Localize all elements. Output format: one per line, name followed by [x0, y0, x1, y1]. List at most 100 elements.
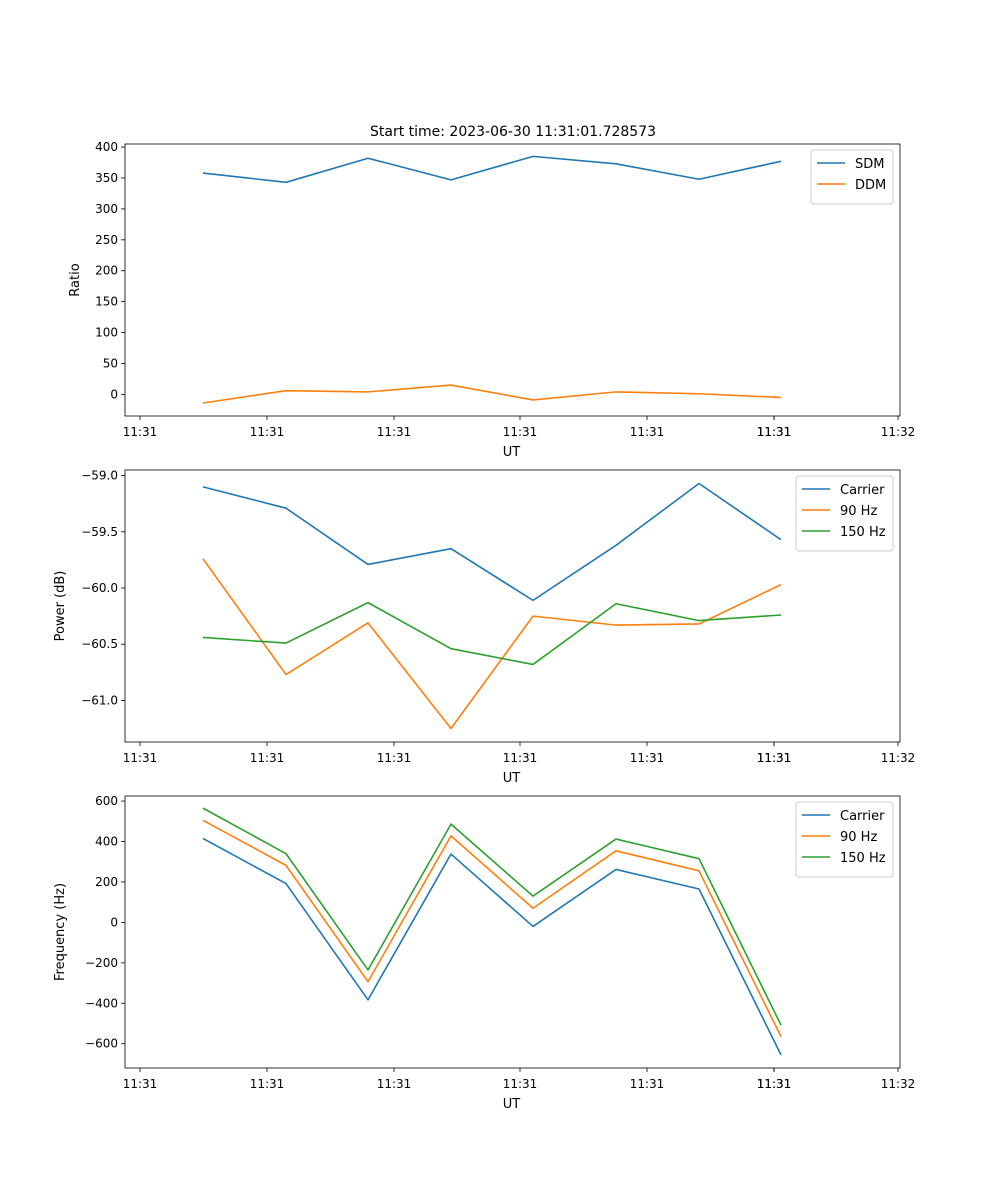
- data-point: [202, 636, 204, 638]
- legend-label: DDM: [855, 178, 886, 193]
- data-point: [780, 583, 782, 585]
- data-point: [780, 614, 782, 616]
- data-point: [285, 673, 287, 675]
- data-point: [698, 393, 700, 395]
- data-point: [532, 599, 534, 601]
- x-tick-label: 11:32: [881, 425, 916, 439]
- figure-title: Start time: 2023-06-30 11:31:01.728573: [370, 124, 656, 140]
- legend-label: 90 Hz: [840, 504, 877, 519]
- y-tick-label: −400: [85, 996, 118, 1010]
- x-tick-label: 11:31: [757, 1077, 792, 1091]
- x-tick-label: 11:31: [250, 425, 285, 439]
- x-tick-label: 11:31: [377, 751, 412, 765]
- data-point: [615, 391, 617, 393]
- x-tick-label: 11:31: [757, 751, 792, 765]
- legend-label: SDM: [855, 157, 884, 172]
- y-tick-label: −60.0: [81, 581, 118, 595]
- plots-container: 11:31 11:31 11:31 11:31 11:31 11:31 11:31 11:32…: [53, 140, 915, 1112]
- data-point: [367, 563, 369, 565]
- x-tick-label: 11:31: [630, 751, 665, 765]
- data-point: [450, 853, 452, 855]
- data-point: [202, 558, 204, 560]
- x-tick-label: 11:31: [250, 751, 285, 765]
- data-point: [450, 835, 452, 837]
- data-point: [698, 857, 700, 859]
- x-tick-label: 11:31: [377, 425, 412, 439]
- y-tick-label: 400: [95, 835, 118, 849]
- data-point: [698, 619, 700, 621]
- data-point: [202, 172, 204, 174]
- data-point: [285, 852, 287, 854]
- series-line-carrier: [202, 482, 782, 602]
- y-tick-label: 0: [110, 387, 118, 401]
- axes-frame: [124, 143, 901, 417]
- data-point: [615, 850, 617, 852]
- data-point: [532, 155, 534, 157]
- data-point: [202, 819, 204, 821]
- x-tick-label: 11:31: [377, 1077, 412, 1091]
- y-tick-label: 400: [95, 140, 118, 154]
- x-tick-label: 11:31: [757, 1077, 792, 1091]
- data-point: [615, 624, 617, 626]
- data-point: [285, 642, 287, 644]
- legend-label: 90 Hz: [840, 830, 877, 845]
- data-point: [532, 399, 534, 401]
- y-tick-label: −59.0: [81, 469, 118, 483]
- x-tick-label: 11:31: [123, 751, 158, 765]
- y-tick-label: 350: [95, 171, 118, 185]
- y-tick-label: 50: [103, 356, 118, 370]
- series-line-ddm: [202, 384, 782, 404]
- y-tick-label: 250: [95, 233, 118, 247]
- y-tick-label: 300: [95, 202, 118, 216]
- x-axis-label: UT: [503, 445, 521, 460]
- y-axis-label: Ratio: [68, 263, 83, 296]
- y-tick-label: 600: [95, 794, 118, 808]
- data-point: [532, 615, 534, 617]
- x-tick-label: 11:31: [503, 1077, 538, 1091]
- y-tick-label: −59.5: [81, 525, 118, 539]
- data-point: [615, 544, 617, 546]
- series-line-90-hz: [202, 819, 782, 1038]
- data-point: [450, 648, 452, 650]
- y-tick-label: 100: [95, 326, 118, 340]
- data-point: [202, 402, 204, 404]
- data-point: [202, 486, 204, 488]
- axes-frame: [124, 469, 901, 743]
- data-point: [780, 1035, 782, 1037]
- y-axis-label: Frequency (Hz): [53, 883, 68, 981]
- x-axis-label: UT: [503, 1097, 521, 1112]
- data-point: [780, 1054, 782, 1056]
- data-point: [615, 603, 617, 605]
- series-line-sdm: [202, 155, 782, 184]
- legend-box: [795, 475, 894, 552]
- data-point: [698, 482, 700, 484]
- data-point: [780, 538, 782, 540]
- series-line-150-hz: [202, 601, 782, 666]
- legend-label: Carrier: [840, 809, 885, 824]
- data-point: [450, 384, 452, 386]
- y-tick-label: −200: [85, 956, 118, 970]
- x-axis-label: UT: [503, 771, 521, 786]
- data-point: [532, 907, 534, 909]
- axes-frame: [124, 795, 901, 1069]
- data-point: [202, 807, 204, 809]
- series-line-carrier: [202, 837, 782, 1056]
- data-point: [285, 864, 287, 866]
- x-tick-label: 11:31: [630, 425, 665, 439]
- data-point: [367, 391, 369, 393]
- x-tick-label: 11:31: [250, 1077, 285, 1091]
- y-tick-label: 200: [95, 264, 118, 278]
- x-tick-label: 11:31: [503, 425, 538, 439]
- data-point: [450, 727, 452, 729]
- series-line-150-hz: [202, 807, 782, 1026]
- data-point: [285, 507, 287, 509]
- data-point: [780, 396, 782, 398]
- data-point: [698, 888, 700, 890]
- series-line-90-hz: [202, 558, 782, 730]
- data-point: [532, 895, 534, 897]
- x-tick-label: 11:31: [630, 1077, 665, 1091]
- data-point: [285, 389, 287, 391]
